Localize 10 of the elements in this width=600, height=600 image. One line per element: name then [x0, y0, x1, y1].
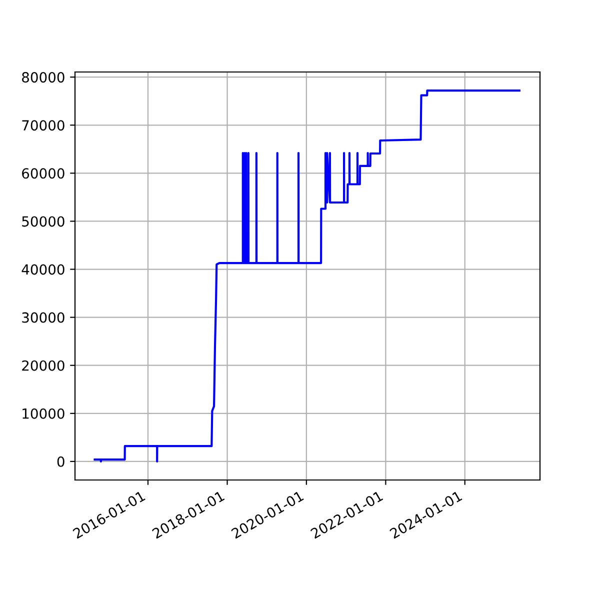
line-series [94, 90, 520, 462]
y-tick-label: 10000 [22, 408, 64, 419]
y-tick-label: 50000 [22, 216, 64, 227]
y-tick-label: 80000 [22, 72, 64, 83]
y-tick-label: 60000 [22, 168, 64, 179]
y-tick-label: 20000 [22, 360, 64, 371]
y-tick-label: 30000 [22, 312, 64, 323]
y-tick-label: 40000 [22, 264, 64, 275]
y-tick-label: 70000 [22, 120, 64, 131]
y-tick-label: 0 [57, 456, 64, 467]
